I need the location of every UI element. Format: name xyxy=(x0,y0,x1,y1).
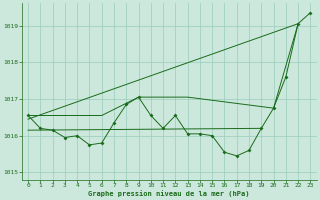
X-axis label: Graphe pression niveau de la mer (hPa): Graphe pression niveau de la mer (hPa) xyxy=(89,190,250,197)
